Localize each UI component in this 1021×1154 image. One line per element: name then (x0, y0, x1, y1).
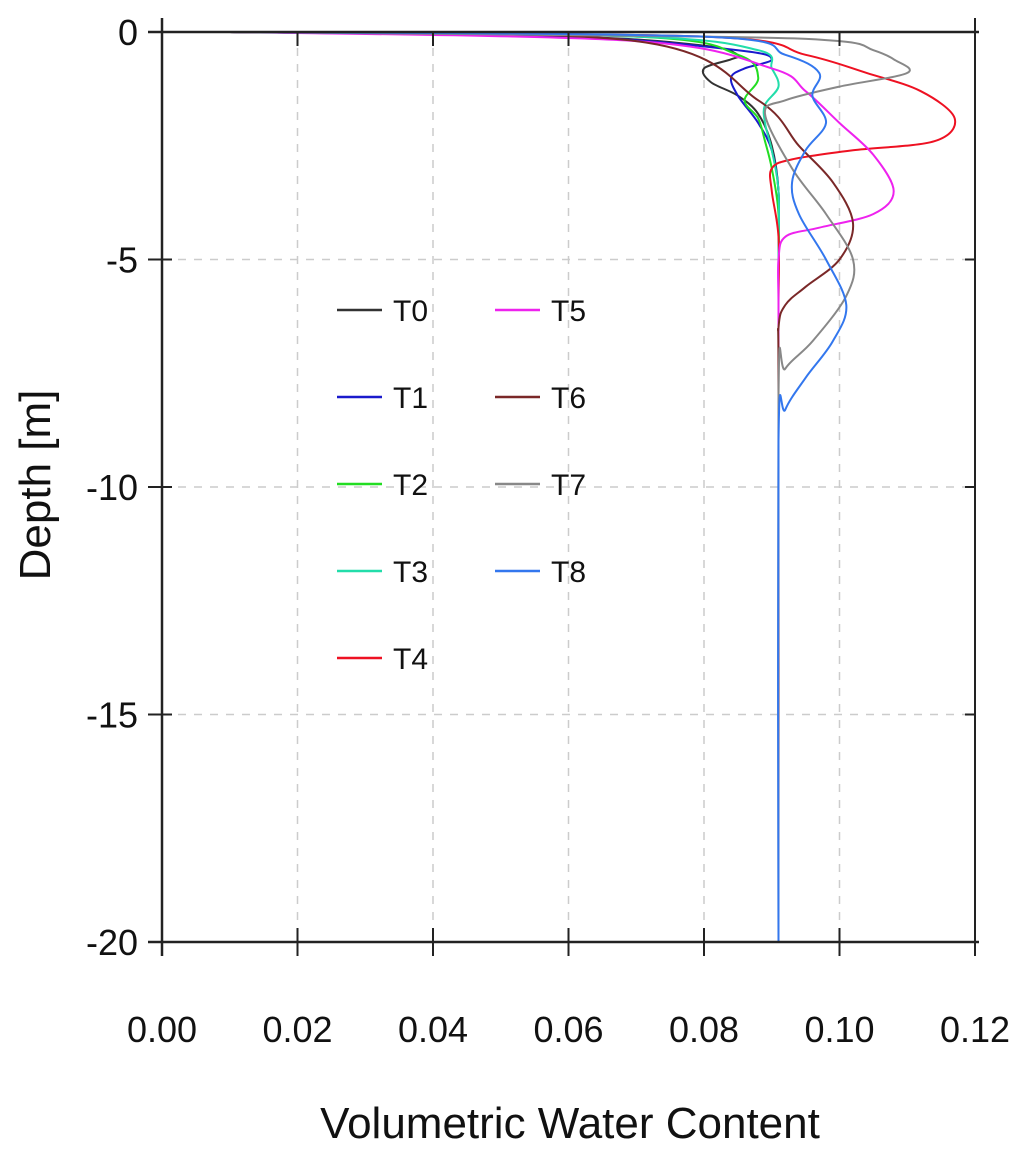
y-tick-label: -15 (86, 695, 138, 736)
x-tick-label: 0.00 (127, 1009, 197, 1050)
legend-item-t6: T6 (495, 382, 586, 415)
legend-label: T8 (551, 556, 586, 589)
x-axis-title: Volumetric Water Content (320, 1099, 820, 1148)
x-tick-label: 0.06 (533, 1009, 603, 1050)
y-tick-label: -5 (106, 240, 138, 281)
series-lines (229, 31, 957, 943)
legend-item-t4: T4 (337, 643, 428, 676)
legend-item-t7: T7 (495, 469, 586, 502)
legend-label: T7 (551, 469, 586, 502)
x-tick-label: 0.08 (669, 1009, 739, 1050)
legend-item-t1: T1 (337, 382, 428, 415)
legend-item-t0: T0 (337, 295, 428, 328)
tick-labels: 0.00 0.02 0.04 0.06 0.08 0.10 0.12 0 -5 -10 -15 -20 (86, 12, 1010, 1050)
x-tick-label: 0.12 (940, 1009, 1010, 1050)
y-axis-title: Depth [m] (11, 390, 60, 581)
legend-item-t3: T3 (337, 556, 428, 589)
x-tick-label: 0.04 (398, 1009, 468, 1050)
legend: T0 T1 T2 T3 T4 T5 T6 T7 T8 (337, 295, 586, 676)
legend-label: T2 (393, 469, 428, 502)
legend-label: T5 (551, 295, 586, 328)
legend-label: T3 (393, 556, 428, 589)
legend-label: T0 (393, 295, 428, 328)
legend-label: T1 (393, 382, 428, 415)
series-line-t7 (229, 31, 911, 943)
series-line-t8 (229, 31, 848, 943)
x-tick-label: 0.02 (262, 1009, 332, 1050)
legend-label: T4 (393, 643, 428, 676)
legend-label: T6 (551, 382, 586, 415)
legend-item-t8: T8 (495, 556, 586, 589)
axes (148, 18, 979, 956)
y-tick-label: 0 (118, 12, 138, 53)
x-tick-label: 0.10 (804, 1009, 874, 1050)
y-tick-label: -10 (86, 467, 138, 508)
legend-item-t2: T2 (337, 469, 428, 502)
legend-item-t5: T5 (495, 295, 586, 328)
y-tick-label: -20 (86, 922, 138, 963)
